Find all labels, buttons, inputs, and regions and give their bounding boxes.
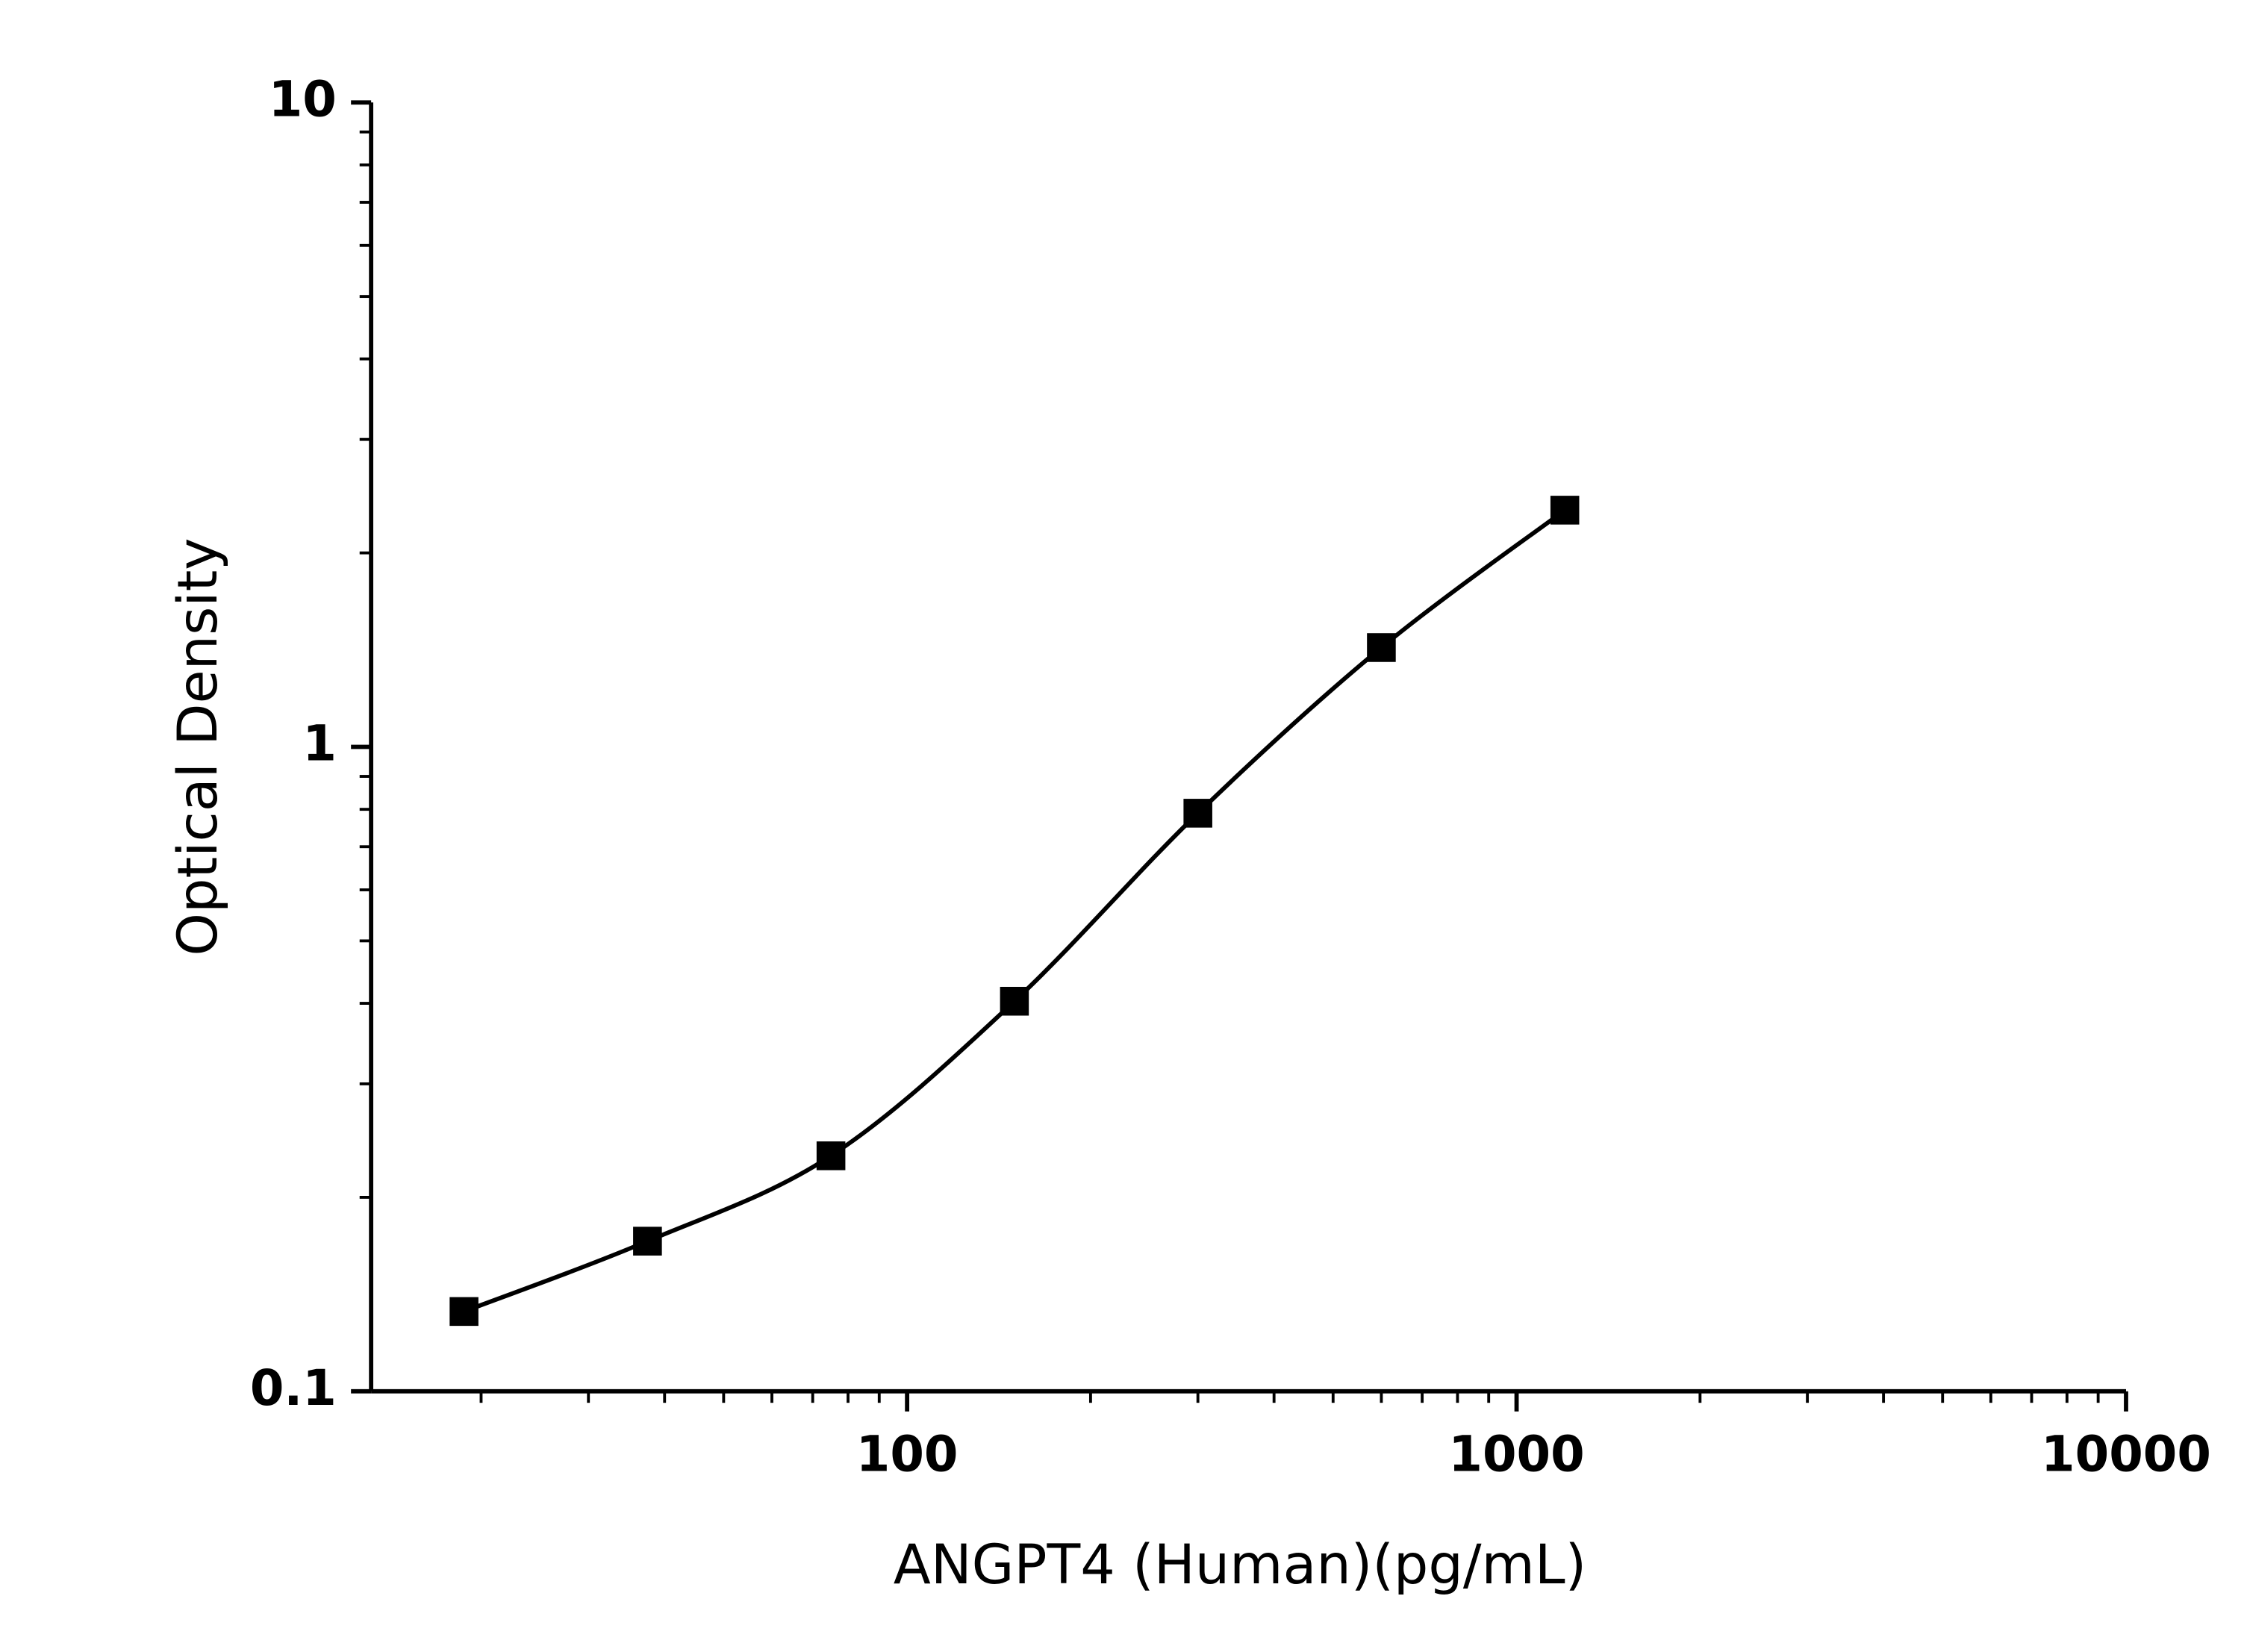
- fit-curve: [463, 508, 1566, 1314]
- point: [633, 1226, 662, 1256]
- x-axis-title: ANGPT4 (Human)(pg/mL): [894, 1533, 1586, 1597]
- y-tick-label: 1: [302, 716, 337, 773]
- point: [1550, 496, 1580, 525]
- point: [449, 1297, 479, 1327]
- x-tick-label: 10000: [2041, 1426, 2211, 1483]
- x-tick-label: 1000: [1448, 1426, 1584, 1483]
- point: [1367, 633, 1396, 662]
- point: [816, 1141, 846, 1171]
- x-tick-label: 100: [856, 1426, 959, 1483]
- point: [1000, 986, 1029, 1016]
- point: [1183, 799, 1212, 828]
- y-tick-label: 10: [269, 71, 337, 128]
- y-axis-title: Optical Density: [166, 537, 230, 956]
- y-tick-label: 0.1: [250, 1360, 337, 1417]
